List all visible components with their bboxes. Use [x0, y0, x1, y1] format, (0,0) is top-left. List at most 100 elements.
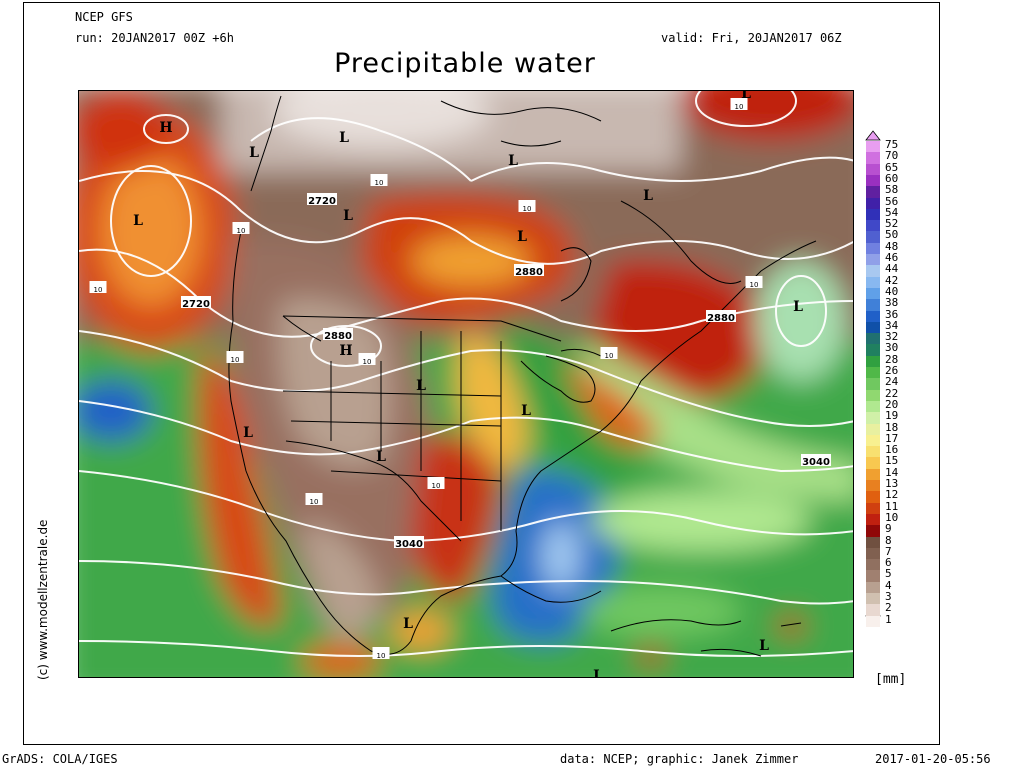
- colorbar-swatch: [866, 615, 880, 628]
- colorbar-swatch: [866, 231, 880, 244]
- pw-contour-label: 10: [750, 281, 759, 289]
- unit-label: [mm]: [875, 672, 907, 687]
- colorbar-tick-label: 8: [885, 533, 892, 547]
- pressure-center-label: L: [741, 91, 751, 102]
- pw-contour-label-box: [600, 347, 618, 359]
- pressure-center-label: L: [403, 616, 413, 632]
- pw-contour-label: 10: [605, 352, 614, 360]
- pw-contour-label-box: [89, 281, 107, 293]
- pressure-center-label: L: [416, 378, 426, 394]
- colorbar-swatch: [866, 446, 880, 458]
- colorbar-swatch: [866, 434, 880, 447]
- coastlines-borders: [228, 95, 817, 657]
- colorbar-tick-label: 10: [885, 510, 899, 524]
- colorbar-swatch: [866, 163, 880, 176]
- colorbar-swatch: [866, 254, 880, 266]
- pw-contour-label-box: [358, 353, 376, 365]
- colorbar-swatch: [866, 412, 880, 424]
- pressure-center-label: L: [339, 130, 349, 146]
- colorbar-swatch: [866, 513, 880, 526]
- colorbar-swatch: [866, 389, 880, 402]
- pw-contour-label: 10: [310, 498, 319, 506]
- colorbar-tick-label: 75: [885, 138, 899, 151]
- colorbar-tick-label: 14: [885, 465, 899, 479]
- colorbar-swatch: [866, 604, 880, 617]
- colorbar-tick-label: 11: [885, 499, 899, 513]
- pressure-center-label: L: [249, 145, 259, 161]
- colorbar-swatch: [866, 581, 880, 594]
- colorbar-tick-label: 50: [885, 228, 899, 242]
- colorbar-tick-label: 40: [885, 284, 899, 298]
- height-contour-label-box: [307, 193, 337, 205]
- pw-contour-label: 10: [237, 227, 246, 235]
- height-contour-label: 3040: [395, 539, 423, 550]
- colorbar-tick-label: 65: [885, 160, 899, 174]
- run-time: run: 20JAN2017 00Z +6h: [75, 31, 234, 45]
- height-contour-label-box: [706, 310, 736, 322]
- colorbar-swatch: [866, 536, 880, 549]
- pressure-center-label: L: [343, 208, 353, 224]
- pressure-center-label: L: [517, 229, 527, 245]
- colorbar-swatch: [866, 299, 880, 311]
- colorbar-tick-label: 15: [885, 454, 899, 468]
- colorbar-tick-label: 1: [885, 612, 892, 626]
- colorbar-tick-label: 4: [885, 578, 892, 592]
- pressure-center-label: H: [339, 343, 352, 359]
- weather-map: H L L L L L L L L H L L L L L L L L 2720 2720 2880 2880 2880 3…: [78, 90, 854, 678]
- colorbar-tick-label: 16: [885, 443, 899, 457]
- colorbar-swatch: [866, 400, 880, 413]
- height-contour-label-box: [394, 536, 424, 548]
- pw-contour-label: 10: [94, 286, 103, 294]
- colorbar-swatch: [866, 141, 880, 153]
- pressure-center-label: L: [243, 425, 253, 441]
- colorbar-tick-label: 38: [885, 296, 899, 310]
- footer-software: GrADS: COLA/IGES: [2, 752, 118, 766]
- pw-contour-label-box: [370, 174, 388, 186]
- colorbar-swatch: [866, 468, 880, 481]
- colorbar-tick-label: 36: [885, 307, 899, 321]
- colorbar-swatch: [866, 457, 880, 470]
- height-contour-label-box: [181, 296, 211, 308]
- colorbar-tick-label: 5: [885, 567, 892, 581]
- colorbar-tick-label: 9: [885, 522, 892, 536]
- height-contour-label: 3040: [802, 457, 830, 468]
- pw-labels: 10 10 10 10 10 10 10 10 10 10 10 10: [89, 98, 763, 660]
- height-contour-label-box: [323, 328, 353, 340]
- chart-frame: [23, 2, 940, 745]
- height-labels: 2720 2720 2880 2880 2880 3040 3040: [181, 193, 831, 550]
- pressure-center-label: L: [643, 188, 653, 204]
- colorbar-tick-label: 30: [885, 341, 899, 355]
- pressure-center-label: L: [508, 153, 518, 169]
- colorbar-swatch: [866, 186, 880, 198]
- pw-contour-label: 10: [231, 356, 240, 364]
- colorbar-tick-label: 32: [885, 330, 899, 344]
- colorbar-swatch: [866, 321, 880, 334]
- colorbar-tick-label: 28: [885, 352, 899, 366]
- colorbar-swatch: [866, 333, 880, 345]
- colorbar-swatch: [866, 344, 880, 357]
- pressure-center-label: L: [793, 299, 803, 315]
- colorbar-tick-label: 6: [885, 556, 892, 570]
- height-contour-label: 2880: [707, 313, 735, 324]
- height-contour-label: 2720: [182, 299, 210, 310]
- colorbar-swatch: [866, 491, 880, 504]
- colorbar-swatch: [866, 174, 880, 187]
- pw-contour-label-box: [305, 493, 323, 505]
- colorbar-swatch: [866, 525, 880, 537]
- colorbar-swatch: [866, 265, 880, 278]
- colorbar-tick-label: 13: [885, 477, 899, 490]
- colorbar-tick-label: 12: [885, 488, 899, 502]
- colorbar-tick-label: 42: [885, 273, 899, 287]
- pw-contour-label: 10: [432, 482, 441, 490]
- colorbar-tick-label: 60: [885, 171, 899, 185]
- height-contour-label-box: [801, 454, 831, 466]
- colorbar-swatch: [866, 378, 880, 391]
- colorbar-swatch: [866, 502, 880, 515]
- colorbar-swatch: [866, 570, 880, 583]
- colorbar-tick-label: 48: [885, 239, 899, 253]
- colorbar-tick-label: 2: [885, 601, 892, 615]
- pw-contour-label-box: [745, 276, 763, 288]
- colorbar-tick-label: 44: [885, 262, 899, 276]
- pw-contour-label-box: [372, 647, 390, 659]
- height-contour-label: 2720: [308, 196, 336, 207]
